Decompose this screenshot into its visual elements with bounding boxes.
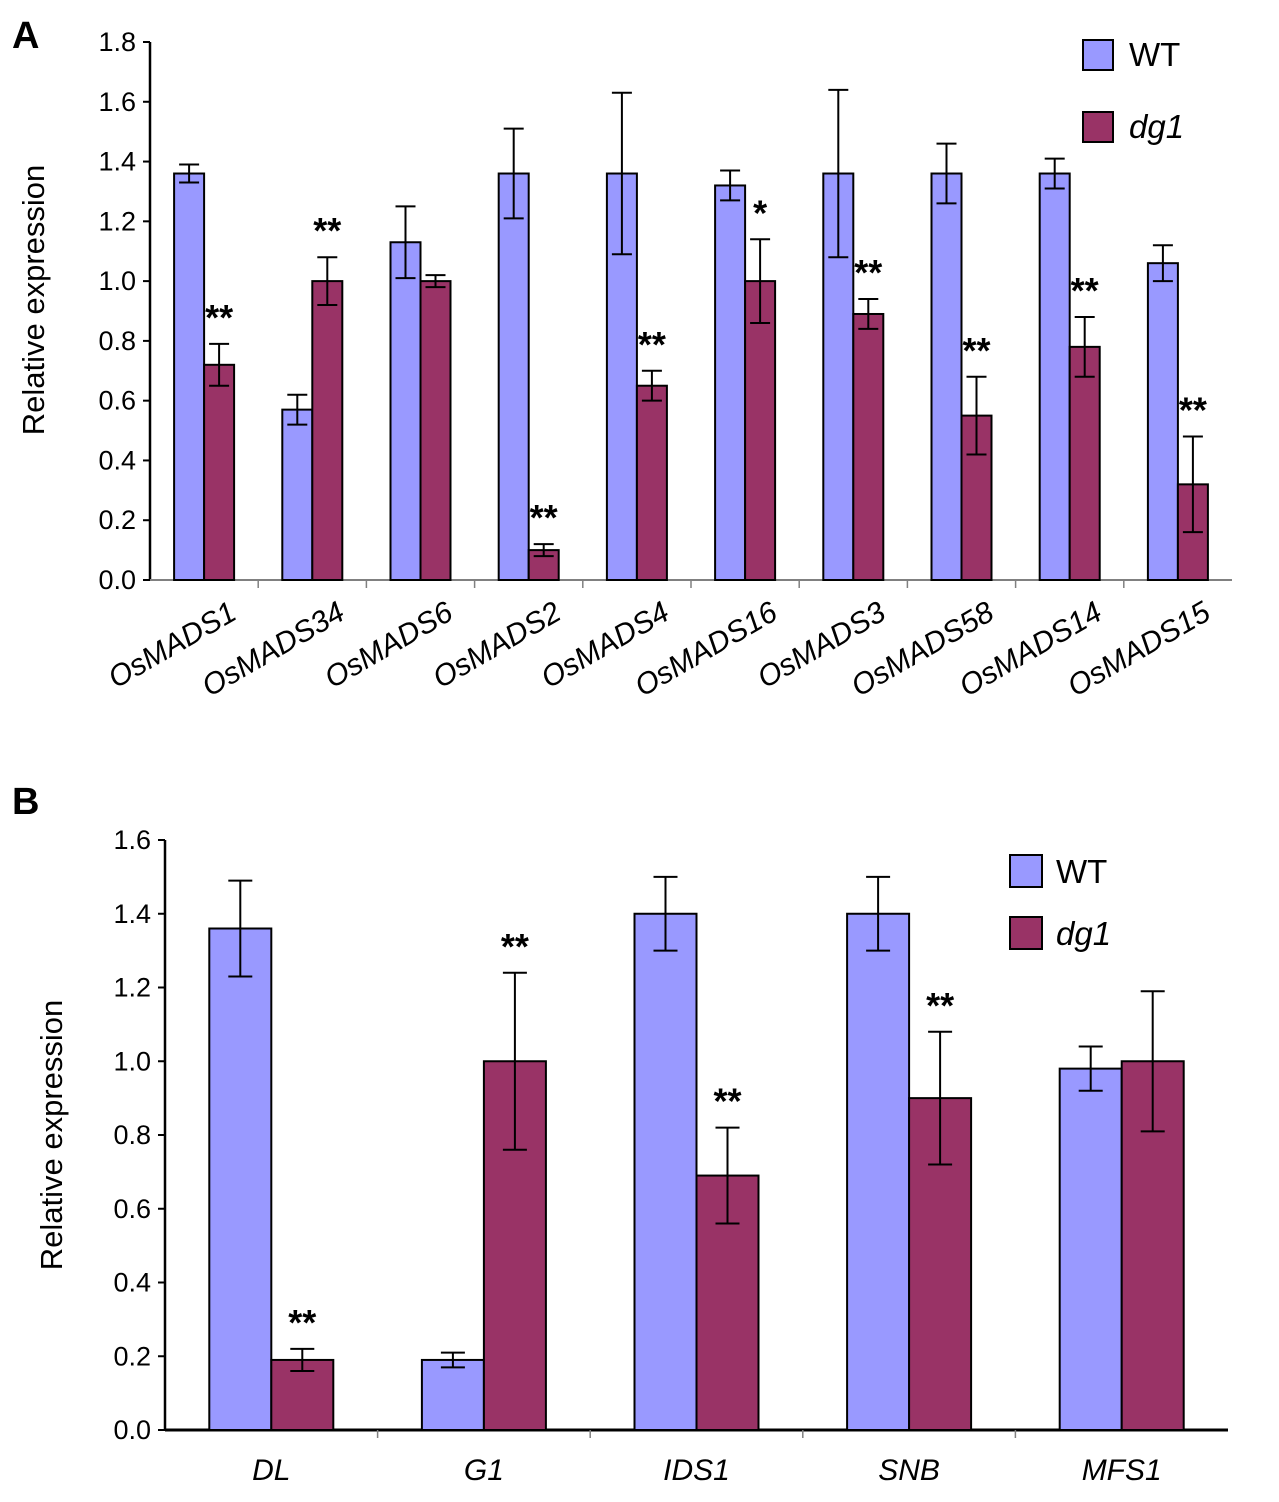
panel-b-y-tick-label: 0.4 — [113, 1268, 151, 1298]
panel-b-y-tick-label: 1.6 — [113, 825, 151, 855]
panel-a-significance-mark: * — [753, 192, 767, 233]
panel-a-bar-wt-osmads34 — [281, 408, 314, 581]
panel-a-significance-mark: ** — [962, 330, 990, 371]
panel-b-y-axis-title: Relative expression — [34, 1000, 69, 1271]
panel-a: A 0.00.20.40.60.81.01.21.41.61.8**OsMADS… — [12, 15, 1232, 703]
panel-a-bar-dg1-osmads6 — [419, 280, 452, 581]
panel-a-bar-wt-osmads6 — [389, 241, 422, 581]
panel-b-category-label: MFS1 — [1082, 1454, 1162, 1487]
panel-a-bar-wt-osmads15 — [1146, 262, 1179, 581]
panel-a-legend-label-dg1: dg1 — [1129, 108, 1184, 145]
panel-b-bar-wt-ids1 — [633, 912, 698, 1431]
panel-a-y-tick-label: 0.4 — [98, 445, 136, 475]
panel-b: B 0.0 0.2 0.4 0.6 0.8 1.0 1.2 1.4 1.6 ** DL ** G1 ** I… — [12, 781, 1228, 1487]
panel-b-letter: B — [12, 781, 39, 823]
panel-a-y-tick-label: 1.0 — [98, 266, 136, 296]
panel-b-y-tick-label: 1.0 — [113, 1046, 151, 1076]
panel-a-y-tick-label: 0.6 — [98, 386, 136, 416]
panel-a-bar-wt-osmads1 — [173, 172, 206, 581]
panel-b-category-label: SNB — [878, 1454, 940, 1487]
panel-a-y-tick-label: 0.0 — [98, 565, 136, 595]
panel-a-y-tick-label: 1.2 — [98, 206, 136, 236]
panel-a-y-tick-label: 0.2 — [98, 505, 136, 535]
panel-a-bar-dg1-osmads34 — [311, 280, 344, 581]
panel-a-y-tick-label: 1.4 — [98, 147, 136, 177]
panel-a-y-tick-label: 0.8 — [98, 326, 136, 356]
panel-b-significance-mark: ** — [713, 1081, 741, 1122]
panel-b-category-label: G1 — [464, 1454, 504, 1487]
panel-a-bar-wt-osmads58 — [930, 172, 963, 581]
panel-a-letter: A — [12, 15, 39, 57]
panel-a-significance-mark: ** — [313, 210, 341, 251]
panel-b-category-label: IDS1 — [663, 1454, 730, 1487]
panel-a-significance-mark: ** — [638, 324, 666, 365]
panel-b-significance-mark: ** — [926, 985, 954, 1026]
panel-a-y-axis-title: Relative expression — [16, 165, 51, 436]
panel-a-bar-wt-osmads16 — [714, 184, 747, 581]
panel-a-legend-swatch-wt — [1082, 39, 1114, 71]
panel-b-y-tick-label: 1.2 — [113, 973, 151, 1003]
panel-a-significance-mark: ** — [854, 252, 882, 293]
panel-a-bar-wt-osmads14 — [1038, 172, 1071, 581]
panel-a-bar-dg1-osmads16 — [744, 280, 777, 581]
panel-b-y-tick-label: 0.0 — [113, 1415, 151, 1445]
panel-a-bar-dg1-osmads3 — [852, 312, 885, 581]
panel-a-bar-dg1-osmads1 — [203, 363, 236, 581]
panel-a-bar-dg1-osmads14 — [1068, 345, 1101, 581]
panel-b-legend-swatch-wt — [1009, 854, 1043, 888]
panel-b-significance-mark: ** — [288, 1302, 316, 1343]
panel-b-y-tick-label: 0.6 — [113, 1194, 151, 1224]
panel-b-bar-dg1-snb — [908, 1097, 973, 1431]
panel-b-bar-wt-snb — [846, 912, 911, 1431]
panel-a-bar-wt-osmads2 — [497, 172, 530, 581]
panel-a-y-tick-label: 1.6 — [98, 87, 136, 117]
panel-b-legend-label-dg1: dg1 — [1056, 915, 1111, 952]
panel-a-y-tick-label: 1.8 — [98, 27, 136, 57]
panel-a-significance-mark: ** — [205, 297, 233, 338]
panel-b-significance-mark: ** — [501, 926, 529, 967]
panel-b-bar-wt-dl — [208, 927, 273, 1431]
panel-b-y-tick-label: 0.8 — [113, 1120, 151, 1150]
panel-a-significance-mark: ** — [530, 497, 558, 538]
panel-a-legend-swatch-dg1 — [1082, 111, 1114, 143]
panel-a-bar-dg1-osmads4 — [635, 384, 668, 581]
panel-b-category-label: DL — [252, 1454, 290, 1487]
panel-a-significance-mark: ** — [1179, 390, 1207, 431]
panel-b-y-tick-label: 1.4 — [113, 899, 151, 929]
panel-b-bar-wt-mfs1 — [1058, 1067, 1123, 1431]
panel-b-y-tick-label: 0.2 — [113, 1341, 151, 1371]
panel-b-bar-wt-g1 — [420, 1358, 485, 1431]
panel-a-significance-mark: ** — [1071, 270, 1099, 311]
panel-b-legend-swatch-dg1 — [1009, 916, 1043, 950]
panel-a-legend-label-wt: WT — [1129, 36, 1180, 73]
panel-b-legend-label-wt: WT — [1056, 853, 1107, 890]
